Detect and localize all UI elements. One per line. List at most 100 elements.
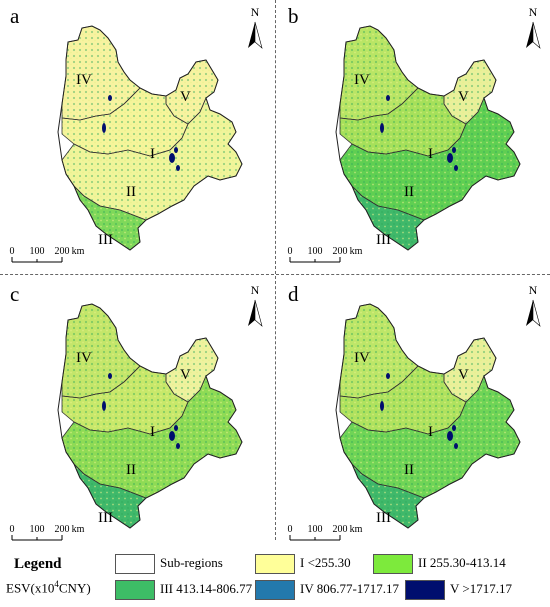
subregion-ii-texture (340, 98, 520, 220)
lake-0 (380, 401, 384, 411)
map-panel-d: d N IV V I II III 0 100 200 km (278, 278, 548, 548)
subregion-iii-texture (344, 174, 424, 250)
legend-label-class-i: I <255.30 (300, 555, 351, 570)
subregion-iv-texture (62, 26, 140, 120)
region-label-iv: IV (354, 72, 370, 88)
scale-unit: km (349, 524, 363, 535)
scale-tick-200: 200 (332, 246, 348, 257)
lake-3 (176, 165, 180, 171)
scale-tick-200: 200 (54, 246, 70, 257)
horizontal-panel-divider (0, 274, 550, 275)
subregion-iii-texture (344, 452, 424, 528)
north-label: N (528, 283, 538, 297)
panel-letter-b: b (288, 4, 299, 28)
region-label-v: V (180, 367, 191, 383)
map-canvas-a (11, 21, 263, 263)
map-panel-c: c N IV V I II III 0 100 200 km (0, 278, 270, 548)
lake-0 (102, 123, 106, 133)
legend-swatch-class-ii (373, 554, 413, 574)
region-label-i: I (150, 146, 155, 162)
province-outline (335, 25, 521, 251)
scale-bar-line (11, 257, 63, 263)
scale-tick-200: 200 (332, 524, 348, 535)
lake-3 (454, 443, 458, 449)
lake-2 (447, 431, 453, 441)
map-panel-a: a N IV V I II III 0 100 200 km (0, 0, 270, 270)
north-arrow-half-icon (254, 299, 263, 327)
map-canvas-d (289, 299, 541, 541)
panel-letter-a: a (10, 4, 20, 28)
lake-3 (176, 443, 180, 449)
north-label: N (250, 5, 260, 19)
province-outline (57, 25, 243, 251)
region-label-v: V (458, 367, 469, 383)
scale-unit: km (349, 246, 363, 257)
map-panel-b: b N IV V I II III 0 100 200 km (278, 0, 548, 270)
legend: Legend ESV(x104CNY) Sub-regions I <255.3… (0, 552, 550, 607)
region-label-ii: II (126, 462, 136, 478)
map-canvas-c (11, 299, 263, 541)
legend-swatch-sub-regions (115, 554, 155, 574)
subregion-v-texture (166, 338, 218, 402)
lake-4 (452, 425, 456, 431)
region-label-iv: IV (76, 72, 92, 88)
region-label-iii: III (376, 232, 391, 248)
region-label-v: V (458, 89, 469, 105)
province-outline (57, 303, 243, 529)
lake-4 (174, 147, 178, 153)
lake-1 (108, 373, 112, 379)
scale-tick-0: 0 (287, 524, 293, 535)
lake-0 (380, 123, 384, 133)
north-label: N (528, 5, 538, 19)
north-arrow-half-icon (532, 299, 541, 327)
legend-swatch-class-iv (255, 580, 295, 600)
lake-0 (102, 401, 106, 411)
scale-tick-0: 0 (9, 524, 15, 535)
legend-label-class-iii: III 413.14-806.77 (160, 581, 253, 596)
lake-1 (386, 95, 390, 101)
region-label-ii: II (126, 184, 136, 200)
region-label-iii: III (376, 510, 391, 526)
region-label-iii: III (98, 510, 113, 526)
scale-tick-0: 0 (287, 246, 293, 257)
lake-4 (174, 425, 178, 431)
scale-unit: km (71, 524, 85, 535)
legend-swatch-class-i (255, 554, 295, 574)
lake-2 (169, 431, 175, 441)
subregion-iv-texture (62, 304, 140, 398)
subregion-i-texture (340, 366, 466, 434)
scale-tick-100: 100 (29, 246, 45, 257)
legend-unit: ESV(x104CNY) (6, 579, 91, 596)
panel-letter-d: d (288, 282, 299, 306)
lake-1 (386, 373, 390, 379)
subregion-i-texture (340, 88, 466, 156)
region-label-v: V (180, 89, 191, 105)
north-arrow-half-icon (254, 21, 263, 49)
lake-1 (108, 95, 112, 101)
subregion-ii-texture (62, 98, 242, 220)
legend-label-class-ii: II 255.30-413.14 (418, 555, 506, 570)
north-label: N (250, 283, 260, 297)
legend-label-class-iv: IV 806.77-1717.17 (300, 581, 400, 596)
region-label-i: I (150, 424, 155, 440)
north-indicator: N (244, 284, 266, 296)
subregion-v-texture (166, 60, 218, 124)
subregion-ii-texture (62, 376, 242, 498)
subregion-i-texture (62, 366, 188, 434)
region-label-ii: II (404, 184, 414, 200)
map-canvas-b (289, 21, 541, 263)
subregion-iii-texture (66, 452, 146, 528)
scale-tick-100: 100 (307, 246, 323, 257)
region-label-iv: IV (354, 350, 370, 366)
north-indicator: N (522, 284, 544, 296)
scale-bar-line (289, 535, 341, 541)
legend-label-class-v: V >1717.17 (450, 581, 512, 596)
subregion-v-texture (444, 338, 496, 402)
region-label-i: I (428, 146, 433, 162)
region-label-i: I (428, 424, 433, 440)
scale-tick-0: 0 (9, 246, 15, 257)
subregion-iv-texture (340, 304, 418, 398)
north-arrow-half-icon (532, 21, 541, 49)
panel-letter-c: c (10, 282, 20, 306)
legend-title: Legend (14, 556, 62, 572)
